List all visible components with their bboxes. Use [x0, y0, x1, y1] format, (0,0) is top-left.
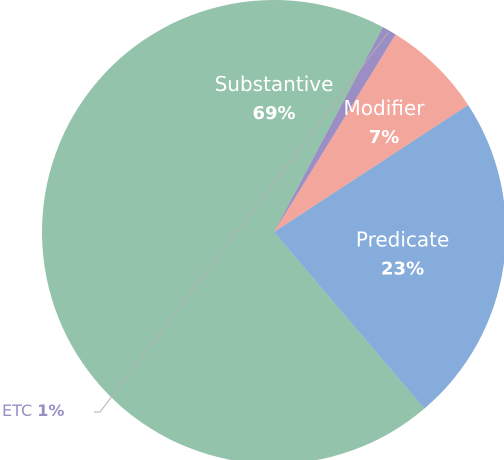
- slice-label-substantive: Substantive: [215, 72, 334, 96]
- leader-line-etc: [94, 32, 389, 413]
- slice-value-modifier: 7%: [369, 127, 400, 148]
- slice-value-substantive: 69%: [252, 103, 295, 124]
- slice-label-etc: ETC 1%: [2, 401, 64, 420]
- pie-labels: Substantive 69% Predicate 23% Modifier 7% ETC …: [2, 32, 449, 420]
- pie-slice-etc: [274, 27, 396, 232]
- pie-slice-substantive: [42, 0, 425, 460]
- slice-value-etc: 1%: [37, 401, 64, 420]
- pie-slices: [42, 0, 504, 460]
- pie-slice-predicate: [274, 104, 504, 409]
- pie-slice-modifier: [274, 34, 469, 232]
- slice-label-predicate: Predicate: [356, 228, 449, 252]
- slice-value-predicate: 23%: [381, 259, 424, 280]
- slice-label-modifier: Modifier: [344, 96, 426, 120]
